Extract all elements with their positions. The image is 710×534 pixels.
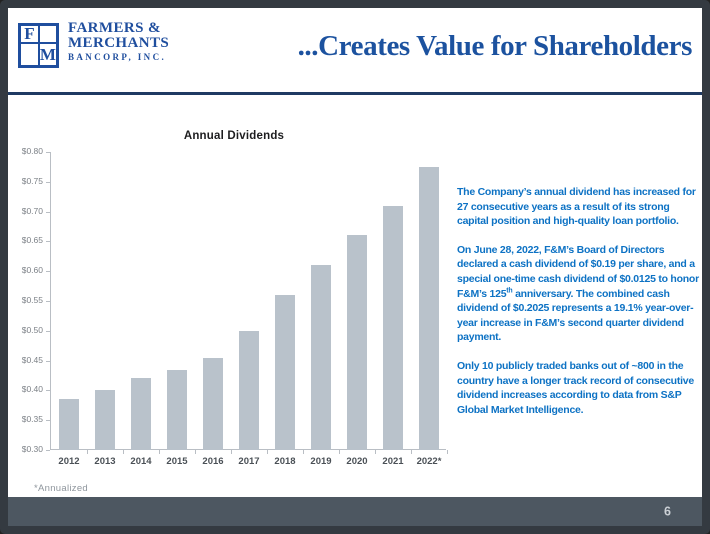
- slide: F M FARMERS & MERCHANTS BANCORP, INC. ..…: [8, 8, 702, 526]
- y-tick-mark: [46, 211, 50, 213]
- fm-bancorp-logo: F M: [18, 23, 59, 68]
- y-axis-tick-label: $0.30: [21, 444, 43, 454]
- bar-2013: [95, 390, 115, 450]
- bar-2018: [275, 295, 295, 450]
- paragraph-2022-dividend: On June 28, 2022, F&M’s Board of Directo…: [457, 243, 699, 344]
- y-tick-mark: [46, 390, 50, 392]
- x-tick-mark: [267, 450, 268, 454]
- header-divider: [8, 92, 702, 95]
- y-tick-mark: [46, 360, 50, 362]
- x-axis-tick-label: 2016: [202, 456, 224, 467]
- logo-line2: MERCHANTS: [68, 34, 170, 51]
- plot-area: $0.30 $0.35 $0.40 $0.45 $0.50 $0.55 $0.60 $0.65…: [22, 146, 448, 467]
- x-axis-tick-label: 2015: [166, 456, 188, 467]
- bar-2016: [203, 357, 223, 450]
- x-axis-tick-label: 2019: [310, 456, 332, 467]
- x-axis-tick-label: 2014: [130, 456, 152, 467]
- x-axis-tick-label: 2022*: [416, 456, 442, 467]
- x-tick-mark: [195, 450, 196, 454]
- y-tick-mark: [46, 420, 50, 422]
- logo-line3: BANCORP, INC.: [68, 52, 167, 62]
- y-axis-tick-label: $0.50: [21, 324, 43, 335]
- bar-2022: [419, 166, 439, 450]
- y-tick-mark: [46, 241, 50, 243]
- y-axis-tick-label: $0.75: [21, 175, 43, 186]
- annualized-footnote: *Annualized: [34, 483, 89, 494]
- x-tick-mark: [87, 450, 88, 454]
- y-tick-mark: [46, 450, 50, 451]
- x-tick-mark: [411, 450, 412, 454]
- paragraph-dividend-streak: The Company’s annual dividend has increa…: [457, 186, 696, 228]
- commentary-panel: The Company’s annual dividend has increa…: [457, 185, 702, 431]
- bar-2014: [131, 378, 151, 450]
- y-tick-mark: [46, 330, 50, 332]
- y-axis-tick-label: $0.65: [21, 235, 43, 246]
- y-tick-mark: [46, 181, 50, 183]
- x-tick-mark: [231, 450, 232, 454]
- chart-title: Annual Dividends: [183, 130, 285, 142]
- bar-2021: [383, 205, 403, 450]
- y-tick-mark: [46, 301, 50, 302]
- x-axis-tick-label: 2013: [94, 456, 116, 467]
- logo-letter-m: M: [39, 44, 56, 64]
- footer-bar: 6: [8, 497, 702, 526]
- y-axis-tick-label: $0.55: [21, 295, 43, 305]
- x-tick-mark: [447, 450, 448, 454]
- logo-wordmark: FARMERS & MERCHANTS BANCORP, INC.: [68, 21, 169, 62]
- y-axis-tick-label: $0.70: [21, 205, 43, 216]
- x-axis-tick-label: 2017: [238, 456, 260, 467]
- x-axis-tick-label: 2020: [346, 456, 368, 467]
- page-number: 6: [664, 504, 671, 519]
- x-tick-mark: [159, 450, 160, 454]
- x-tick-mark: [339, 450, 340, 454]
- slide-title: ...Creates Value for Shareholders: [297, 30, 693, 62]
- x-axis-tick-label: 2018: [274, 456, 296, 467]
- bar-2019: [311, 265, 331, 450]
- x-tick-mark: [123, 450, 124, 454]
- y-axis-tick-label: $0.35: [21, 414, 43, 425]
- x-axis-tick-label: 2012: [58, 456, 80, 467]
- x-tick-mark: [375, 450, 376, 454]
- y-axis-tick-label: $0.40: [21, 384, 43, 395]
- paragraph-peer-comparison: Only 10 publicly traded banks out of ~80…: [457, 359, 694, 416]
- y-tick-mark: [46, 271, 50, 273]
- bar-2012: [59, 399, 79, 450]
- main-content: Annual Dividends $0.30 $0.35 $0.40 $0.45 $0.…: [8, 95, 702, 497]
- header: F M FARMERS & MERCHANTS BANCORP, INC. ..…: [8, 8, 702, 92]
- y-axis-tick-label: $0.80: [21, 146, 43, 156]
- bar-2020: [347, 235, 367, 450]
- logo-letter-f: F: [24, 26, 35, 44]
- bar-2015: [167, 369, 187, 450]
- logo-line1: FARMERS &: [68, 20, 161, 36]
- x-axis-tick-label: 2021: [382, 456, 404, 467]
- superscript-th: th: [506, 287, 513, 295]
- bar-2017: [239, 330, 259, 450]
- y-tick-mark: [46, 152, 50, 153]
- y-axis-tick-label: $0.60: [21, 265, 43, 276]
- x-tick-mark: [303, 450, 304, 454]
- y-axis-tick-label: $0.45: [21, 354, 43, 365]
